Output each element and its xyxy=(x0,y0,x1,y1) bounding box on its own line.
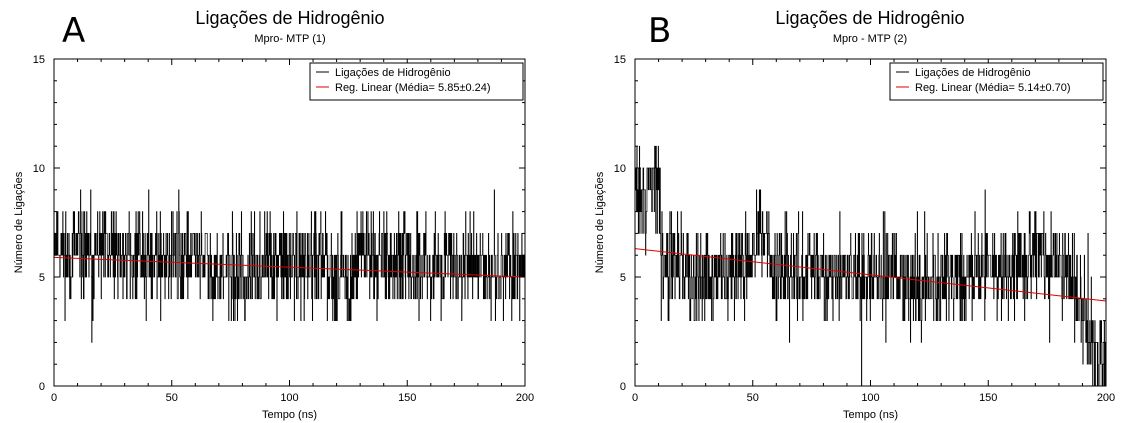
legend: Ligações de Hidrogênio Reg. Linear (Média… xyxy=(309,62,524,101)
chart-title: Ligações de Hidrogênio xyxy=(195,8,385,28)
y-tick-label: 10 xyxy=(33,163,45,175)
y-axis-label: Número de Ligações xyxy=(594,171,606,273)
legend-box xyxy=(309,62,524,101)
y-axis-label: Número de Ligações xyxy=(13,171,25,273)
y-tick-label: 0 xyxy=(620,381,626,393)
x-tick-label: 100 xyxy=(861,392,879,404)
x-tick-label: 150 xyxy=(398,392,416,404)
legend-entry: Reg. Linear (Média= 5.14±0.70) xyxy=(915,82,1071,94)
plot-area: 0 50 100 150 200 0 5 10 15 Tempo (ns) Número de Li… xyxy=(594,54,1115,421)
y-tick-label: 5 xyxy=(39,272,45,284)
legend-entry: Ligações de Hidrogênio xyxy=(915,67,1031,79)
x-tick-label: 200 xyxy=(516,392,534,404)
y-tick-label: 10 xyxy=(614,163,626,175)
plot-frame xyxy=(53,58,526,387)
x-tick-label: 0 xyxy=(632,392,638,404)
y-tick-label: 15 xyxy=(614,54,626,66)
legend: Ligações de Hidrogênio Reg. Linear (Média… xyxy=(889,62,1104,101)
x-tick-label: 200 xyxy=(1097,392,1115,404)
legend-entry: Ligações de Hidrogênio xyxy=(335,67,451,79)
x-tick-label: 50 xyxy=(747,392,759,404)
plot-frame xyxy=(634,58,1107,387)
x-tick-label: 100 xyxy=(280,392,298,404)
chart-panel-a: A Ligações de Hidrogênio Mpro- MTP (1) 0… xyxy=(0,0,560,423)
regression-line xyxy=(634,248,1107,302)
x-axis-label: Tempo (ns) xyxy=(262,409,317,421)
x-tick-label: 150 xyxy=(979,392,997,404)
chart-panel-b: B Ligações de Hidrogênio Mpro - MTP (2) … xyxy=(560,0,1121,423)
legend-entry: Reg. Linear (Média= 5.85±0.24) xyxy=(335,82,491,94)
chart-subtitle: Mpro- MTP (1) xyxy=(254,33,326,45)
panel-label: A xyxy=(62,11,86,51)
chart-subtitle: Mpro - MTP (2) xyxy=(832,33,908,45)
series-line-hbonds xyxy=(54,189,526,343)
plot-area: 0 50 100 150 200 0 5 10 15 Tempo (ns) Número de Li… xyxy=(13,54,534,421)
y-tick-label: 0 xyxy=(39,381,45,393)
series-line-hbonds xyxy=(635,145,1106,387)
y-tick-label: 5 xyxy=(620,272,626,284)
regression-line xyxy=(53,256,526,278)
x-tick-label: 0 xyxy=(51,392,57,404)
chart-title: Ligações de Hidrogênio xyxy=(775,8,965,28)
x-axis-label: Tempo (ns) xyxy=(843,409,898,421)
legend-box xyxy=(889,62,1104,101)
y-tick-label: 15 xyxy=(33,54,45,66)
x-tick-label: 50 xyxy=(166,392,178,404)
panel-label: B xyxy=(648,11,672,51)
